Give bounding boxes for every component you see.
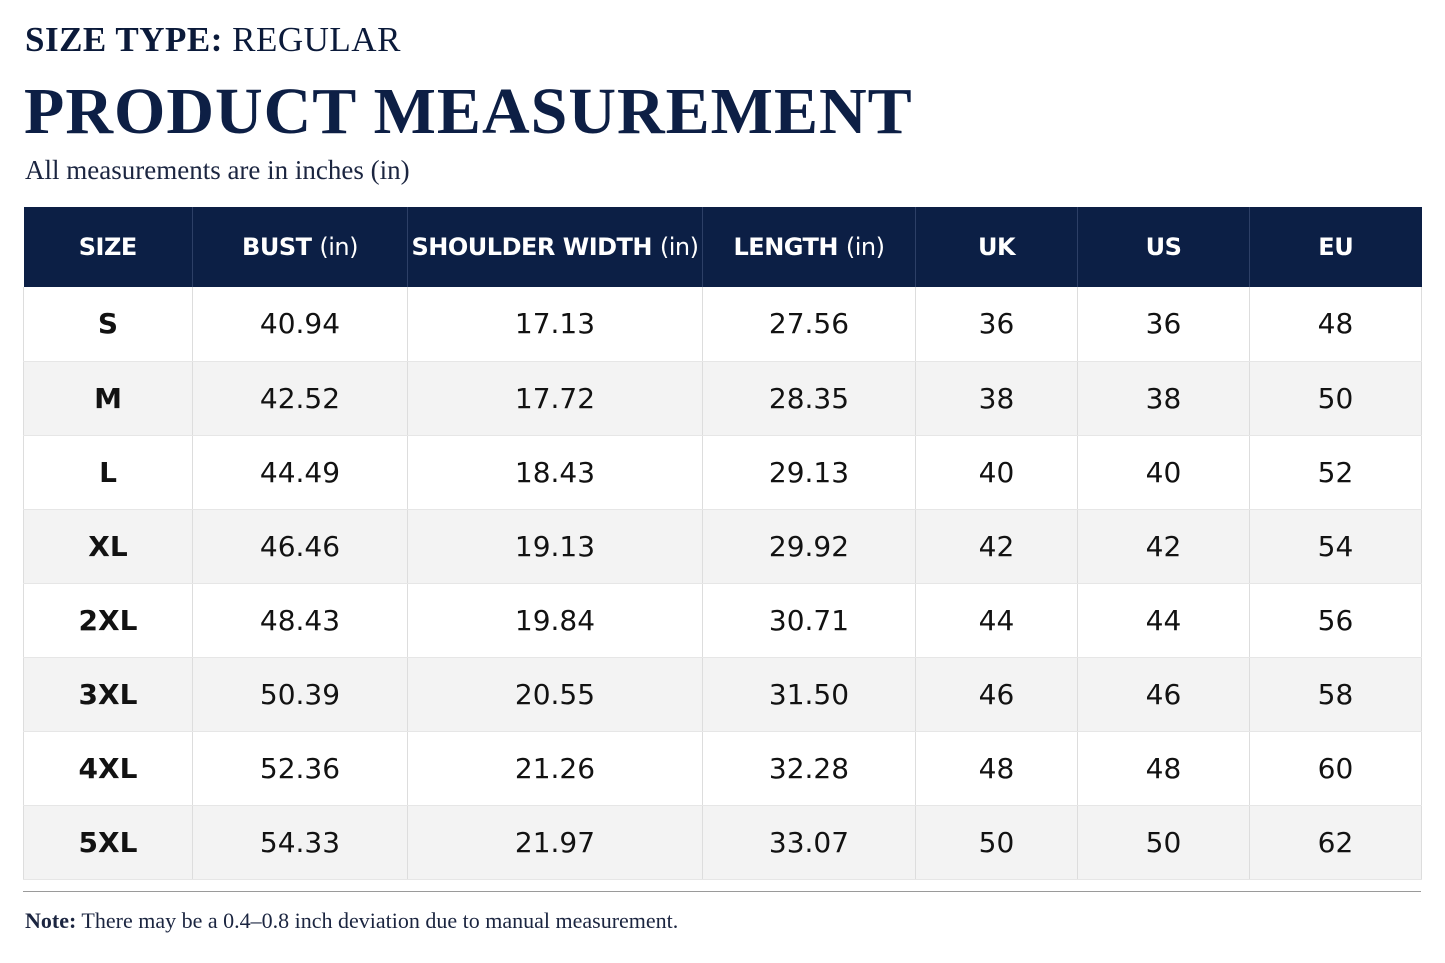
column-header-bust: BUST (in) — [192, 207, 408, 287]
size-cell: 5XL — [23, 805, 193, 880]
bust-cell: 52.36 — [192, 731, 408, 806]
uk-cell: 40 — [915, 435, 1078, 510]
size-cell: M — [23, 361, 193, 436]
note-label: Note: — [25, 908, 77, 933]
column-header-us: US — [1077, 207, 1250, 287]
length-cell: 33.07 — [702, 805, 916, 880]
column-header-unit: (in) — [845, 233, 885, 261]
page-subtitle: All measurements are in inches (in) — [25, 155, 410, 185]
table-row: M 42.52 17.72 28.35 38 38 50 — [23, 361, 1422, 436]
length-cell: 29.13 — [702, 435, 916, 510]
uk-cell: 38 — [915, 361, 1078, 436]
us-cell: 50 — [1077, 805, 1250, 880]
size-cell: 2XL — [23, 583, 193, 658]
eu-cell: 48 — [1249, 287, 1422, 362]
length-cell: 31.50 — [702, 657, 916, 732]
column-header-length: LENGTH (in) — [702, 207, 916, 287]
table-row: 2XL 48.43 19.84 30.71 44 44 56 — [23, 583, 1422, 658]
bust-cell: 54.33 — [192, 805, 408, 880]
table-row: 3XL 50.39 20.55 31.50 46 46 58 — [23, 657, 1422, 732]
size-cell: 4XL — [23, 731, 193, 806]
column-header-label: SHOULDER WIDTH — [411, 233, 653, 261]
table-row: 5XL 54.33 21.97 33.07 50 50 62 — [23, 805, 1422, 880]
eu-cell: 50 — [1249, 361, 1422, 436]
size-cell: XL — [23, 509, 193, 584]
uk-cell: 36 — [915, 287, 1078, 362]
shoulder-width-cell: 18.43 — [407, 435, 703, 510]
eu-cell: 60 — [1249, 731, 1422, 806]
column-header-eu: EU — [1250, 207, 1422, 287]
note-text: There may be a 0.4–0.8 inch deviation du… — [81, 908, 679, 933]
size-cell: L — [23, 435, 193, 510]
size-type-line: SIZE TYPE: REGULAR — [25, 20, 401, 60]
column-header-label: EU — [1318, 233, 1354, 261]
column-header-label: UK — [977, 233, 1016, 261]
us-cell: 38 — [1077, 361, 1250, 436]
column-header-label: SIZE — [78, 233, 138, 261]
eu-cell: 62 — [1249, 805, 1422, 880]
table-row: L 44.49 18.43 29.13 40 40 52 — [23, 435, 1422, 510]
size-cell: S — [23, 287, 193, 362]
table-row: 4XL 52.36 21.26 32.28 48 48 60 — [23, 731, 1422, 806]
size-type-label: SIZE TYPE: — [25, 20, 223, 59]
us-cell: 40 — [1077, 435, 1250, 510]
uk-cell: 46 — [915, 657, 1078, 732]
table-row: S 40.94 17.13 27.56 36 36 48 — [23, 287, 1422, 362]
shoulder-width-cell: 20.55 — [407, 657, 703, 732]
length-cell: 29.92 — [702, 509, 916, 584]
shoulder-width-cell: 21.97 — [407, 805, 703, 880]
eu-cell: 58 — [1249, 657, 1422, 732]
length-cell: 30.71 — [702, 583, 916, 658]
uk-cell: 44 — [915, 583, 1078, 658]
bust-cell: 44.49 — [192, 435, 408, 510]
us-cell: 36 — [1077, 287, 1250, 362]
column-header-unit: (in) — [319, 233, 358, 261]
size-cell: 3XL — [23, 657, 193, 732]
column-header-size: SIZE — [23, 207, 193, 287]
column-header-shoulder-width: SHOULDER WIDTH (in) — [407, 207, 703, 287]
length-cell: 32.28 — [702, 731, 916, 806]
measurement-table: SIZE BUST (in) SHOULDER WIDTH (in) LENGT… — [23, 207, 1422, 880]
shoulder-width-cell: 19.13 — [407, 509, 703, 584]
shoulder-width-cell: 17.72 — [407, 361, 703, 436]
us-cell: 48 — [1077, 731, 1250, 806]
footer-note: Note: There may be a 0.4–0.8 inch deviat… — [25, 908, 678, 934]
bust-cell: 48.43 — [192, 583, 408, 658]
column-header-uk: UK — [915, 207, 1078, 287]
shoulder-width-cell: 19.84 — [407, 583, 703, 658]
column-header-unit: (in) — [659, 233, 699, 261]
table-row: XL 46.46 19.13 29.92 42 42 54 — [23, 509, 1422, 584]
bust-cell: 40.94 — [192, 287, 408, 362]
eu-cell: 52 — [1249, 435, 1422, 510]
bust-cell: 46.46 — [192, 509, 408, 584]
shoulder-width-cell: 17.13 — [407, 287, 703, 362]
column-header-label: BUST — [242, 233, 312, 261]
page-title: PRODUCT MEASUREMENT — [24, 75, 913, 148]
us-cell: 44 — [1077, 583, 1250, 658]
length-cell: 27.56 — [702, 287, 916, 362]
us-cell: 42 — [1077, 509, 1250, 584]
eu-cell: 56 — [1249, 583, 1422, 658]
uk-cell: 42 — [915, 509, 1078, 584]
uk-cell: 48 — [915, 731, 1078, 806]
shoulder-width-cell: 21.26 — [407, 731, 703, 806]
footer-divider — [23, 891, 1421, 892]
length-cell: 28.35 — [702, 361, 916, 436]
table-header-row: SIZE BUST (in) SHOULDER WIDTH (in) LENGT… — [23, 207, 1422, 287]
size-type-value: REGULAR — [232, 20, 401, 59]
bust-cell: 42.52 — [192, 361, 408, 436]
bust-cell: 50.39 — [192, 657, 408, 732]
column-header-label: US — [1145, 233, 1182, 261]
eu-cell: 54 — [1249, 509, 1422, 584]
us-cell: 46 — [1077, 657, 1250, 732]
column-header-label: LENGTH — [733, 233, 839, 261]
uk-cell: 50 — [915, 805, 1078, 880]
